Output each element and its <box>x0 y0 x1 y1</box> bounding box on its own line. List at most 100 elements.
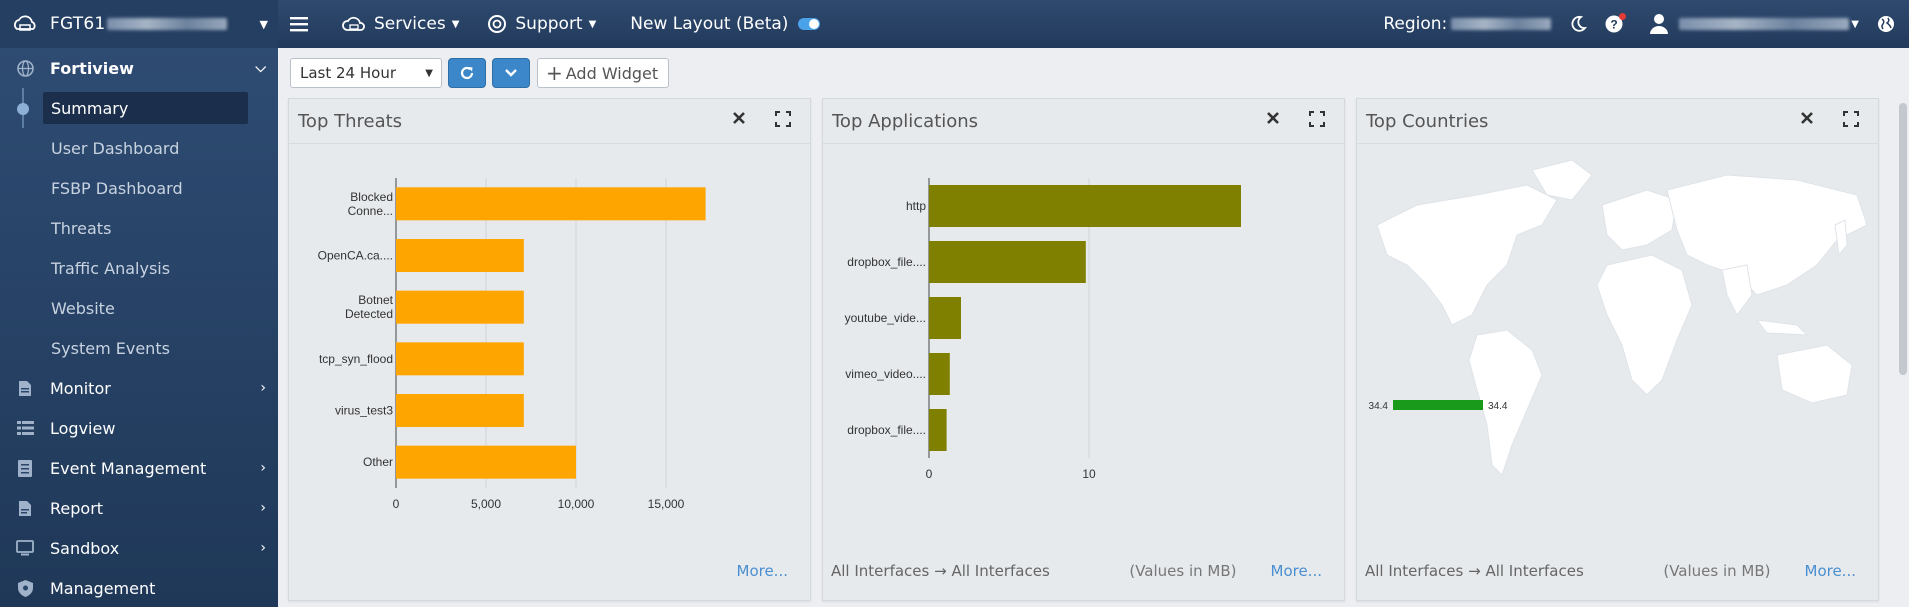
indonesia-shape <box>1755 319 1809 336</box>
time-range-select[interactable]: Last 24 Hour ▼ <box>290 58 442 88</box>
sidebar-section-fortiview[interactable]: Fortiview ⌵ <box>0 48 278 88</box>
globe-icon <box>1878 16 1894 32</box>
globe-icon <box>16 59 34 77</box>
page-scrollbar[interactable] <box>1899 103 1907 375</box>
user-menu[interactable]: ▼ <box>1649 13 1859 35</box>
sidebar-item-summary[interactable]: Summary <box>0 88 278 128</box>
new-layout-label: New Layout (Beta) <box>630 14 789 34</box>
expand-icon[interactable] <box>775 111 791 127</box>
sidebar-item-label: Traffic Analysis <box>51 258 171 278</box>
widget-header: Top Applications <box>823 99 1344 144</box>
report-icon <box>19 500 31 516</box>
chevron-down-icon: ▼ <box>588 18 597 30</box>
services-menu[interactable]: Services ▼ <box>342 14 459 34</box>
chevron-right-icon: › <box>260 380 266 396</box>
sidebar-item-label: Threats <box>51 218 112 238</box>
close-icon[interactable] <box>1266 111 1280 125</box>
chevron-down-icon <box>505 69 517 77</box>
bar <box>396 239 524 272</box>
sidebar-item-label: Website <box>51 298 115 318</box>
sidebar-section-label: Fortiview <box>50 58 134 78</box>
x-tick-label: 10,000 <box>558 497 595 511</box>
europe-shape <box>1601 189 1678 251</box>
moon-icon <box>1571 15 1588 32</box>
bar <box>929 241 1086 283</box>
sidebar-item-threats[interactable]: Threats <box>0 208 278 248</box>
top-applications-chart: 0 10 http dropbox_file.... youtube_vide...vi… <box>845 178 1241 481</box>
x-tick-label: 5,000 <box>471 497 501 511</box>
toggle-switch[interactable] <box>798 18 821 30</box>
interfaces-label: All Interfaces → All Interfaces <box>831 562 1050 580</box>
sidebar-item-fsbp-dashboard[interactable]: FSBP Dashboard <box>0 168 278 208</box>
device-selector[interactable]: FGT61 ▼ <box>0 0 278 48</box>
hamburger-icon <box>290 17 308 32</box>
category-label: vimeo_video.... <box>845 367 926 381</box>
user-icon <box>1650 14 1669 34</box>
sidebar-item-user-dashboard[interactable]: User Dashboard <box>0 128 278 168</box>
sidebar-section-label: Event Management <box>50 458 207 478</box>
theme-toggle-button[interactable] <box>1569 15 1588 33</box>
add-widget-button[interactable]: + Add Widget <box>537 58 670 88</box>
close-icon[interactable] <box>732 111 746 125</box>
map-legend-min-label: 34.4 <box>1369 401 1389 412</box>
device-name: FGT61 <box>50 14 106 34</box>
world-map[interactable]: 34.4 34.4 <box>1357 145 1878 525</box>
active-indicator-dot <box>17 103 29 115</box>
help-icon: ? <box>1605 15 1623 33</box>
category-label: dropbox_file.... <box>847 255 926 269</box>
redacted-device-serial <box>107 18 228 30</box>
expand-icon[interactable] <box>1843 111 1859 127</box>
sidebar-section-monitor[interactable]: Monitor › <box>0 368 278 408</box>
help-button[interactable]: ? <box>1605 13 1627 33</box>
sidebar-item-label: Summary <box>51 98 129 118</box>
dashboard-toolbar: Last 24 Hour ▼ + Add Widget <box>290 58 670 88</box>
sidebar-item-label: FSBP Dashboard <box>51 178 183 198</box>
map-legend-bar <box>1393 400 1483 410</box>
bar <box>396 342 524 376</box>
values-unit-note: (Values in MB) <box>1663 562 1771 580</box>
chevron-right-icon: › <box>260 500 266 516</box>
japan-shape <box>1834 219 1848 257</box>
support-menu[interactable]: Support ▼ <box>487 14 596 34</box>
category-label: Other <box>363 455 393 469</box>
sidebar-section-management[interactable]: Management <box>0 568 278 607</box>
new-layout-toggle[interactable]: New Layout (Beta) <box>630 14 821 34</box>
greenland-shape <box>1531 159 1593 201</box>
sidebar-section-sandbox[interactable]: Sandbox › <box>0 528 278 568</box>
region-label: Region: <box>1383 14 1448 34</box>
sidebar-item-traffic-analysis[interactable]: Traffic Analysis <box>0 248 278 288</box>
expand-icon[interactable] <box>1309 111 1325 127</box>
menu-button[interactable] <box>290 16 316 32</box>
sidebar-item-website[interactable]: Website <box>0 288 278 328</box>
widget-title: Top Applications <box>832 110 979 132</box>
time-range-value: Last 24 Hour <box>300 64 396 82</box>
chevron-right-icon: › <box>260 460 266 476</box>
cloud-device-icon <box>14 15 36 31</box>
x-tick-label: 10 <box>1082 467 1096 481</box>
africa-shape <box>1596 254 1693 396</box>
category-label: Blocked <box>350 190 393 204</box>
more-link[interactable]: More... <box>1270 562 1323 580</box>
widget-footer: All Interfaces → All Interfaces (Values … <box>1365 562 1856 580</box>
sidebar-section-report[interactable]: Report › <box>0 488 278 528</box>
sidebar-section-logview[interactable]: Logview <box>0 408 278 448</box>
options-dropdown-button[interactable] <box>492 58 530 88</box>
chevron-right-icon: › <box>260 540 266 556</box>
bar <box>396 394 524 427</box>
australia-shape <box>1776 344 1853 404</box>
sidebar-item-system-events[interactable]: System Events <box>0 328 278 368</box>
region-selector[interactable]: Region: <box>1383 14 1552 34</box>
svg-text:?: ? <box>1611 18 1618 32</box>
category-label: Conne... <box>348 204 393 218</box>
bar <box>396 187 706 221</box>
widget-title: Top Threats <box>298 110 403 132</box>
sidebar-section-event-management[interactable]: Event Management › <box>0 448 278 488</box>
more-link[interactable]: More... <box>736 562 789 580</box>
language-button[interactable] <box>1877 15 1895 33</box>
refresh-button[interactable] <box>448 58 486 88</box>
interfaces-label: All Interfaces → All Interfaces <box>1365 562 1584 580</box>
close-icon[interactable] <box>1800 111 1814 125</box>
more-link[interactable]: More... <box>1804 562 1857 580</box>
sidebar-section-label: Management <box>50 578 156 598</box>
support-label: Support <box>515 14 583 34</box>
